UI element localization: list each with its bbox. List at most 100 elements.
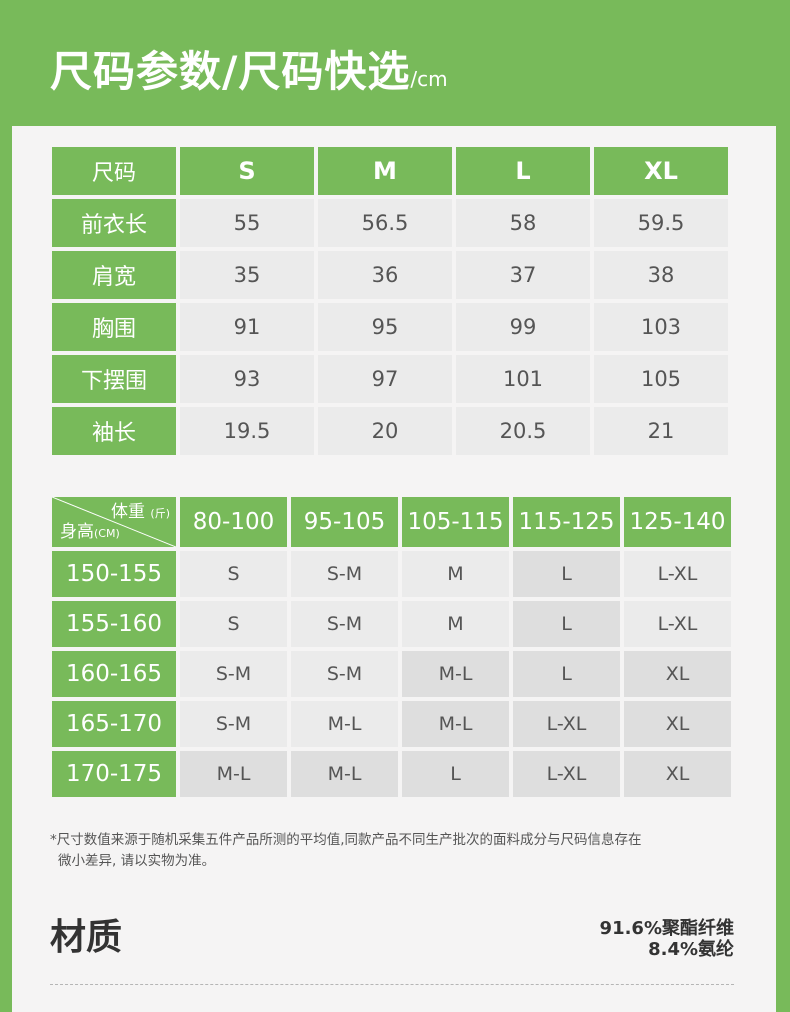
table-cell: XL — [624, 751, 731, 797]
dashed-divider — [50, 984, 734, 985]
size-corner-cell: 尺码 — [52, 147, 176, 195]
note-line-2: 微小差异, 请以实物为准。 — [58, 853, 216, 869]
table-cell: S — [180, 601, 287, 647]
table-cell: L-XL — [624, 551, 731, 597]
weight-header-row: 体重 (斤) 身高(CM) 80-100 95-105 105-115 115-… — [52, 497, 731, 547]
weight-range-header: 115-125 — [513, 497, 620, 547]
size-header-s: S — [180, 147, 314, 195]
size-header-xl: XL — [594, 147, 728, 195]
table-cell: S — [180, 551, 287, 597]
table-cell: 58 — [456, 199, 590, 247]
size-quick-select-table: 体重 (斤) 身高(CM) 80-100 95-105 105-115 115-… — [48, 493, 735, 801]
left-border — [0, 126, 12, 1012]
diagonal-header-cell: 体重 (斤) 身高(CM) — [52, 497, 176, 547]
diagonal-line — [52, 497, 176, 547]
height-unit: (CM) — [94, 527, 120, 540]
table-cell: 19.5 — [180, 407, 314, 455]
table-cell: 93 — [180, 355, 314, 403]
table-cell: M-L — [402, 651, 509, 697]
table-cell: L-XL — [513, 701, 620, 747]
size-row-hem: 下摆围 93 97 101 105 — [52, 355, 728, 403]
table-cell: 20.5 — [456, 407, 590, 455]
note-line-1: *尺寸数值来源于随机采集五件产品所测的平均值,同款产品不同生产批次的面料成分与尺… — [50, 832, 642, 848]
size-parameter-table: 尺码 S M L XL 前衣长 55 56.5 58 59.5 肩宽 35 36… — [48, 143, 732, 459]
table-cell: S-M — [180, 651, 287, 697]
height-row-170-175: 170-175 M-L M-L L L-XL XL — [52, 751, 731, 797]
table-cell: L — [513, 551, 620, 597]
weight-range-header: 95-105 — [291, 497, 398, 547]
table-cell: L-XL — [513, 751, 620, 797]
table-cell: M-L — [180, 751, 287, 797]
material-composition-spandex: 8.4%氨纶 — [648, 939, 734, 960]
weight-range-header: 105-115 — [402, 497, 509, 547]
size-row-chest: 胸围 91 95 99 103 — [52, 303, 728, 351]
size-row-shoulder: 肩宽 35 36 37 38 — [52, 251, 728, 299]
row-label: 袖长 — [52, 407, 176, 455]
table-cell: 55 — [180, 199, 314, 247]
row-label: 前衣长 — [52, 199, 176, 247]
weight-range-header: 80-100 — [180, 497, 287, 547]
material-composition-polyester: 91.6%聚酯纤维 — [599, 918, 734, 939]
row-label: 胸围 — [52, 303, 176, 351]
height-range-label: 165-170 — [52, 701, 176, 747]
table-cell: S-M — [291, 551, 398, 597]
table-cell: S-M — [291, 601, 398, 647]
material-title: 材质 — [50, 917, 123, 958]
table-cell: L — [402, 751, 509, 797]
row-label: 下摆围 — [52, 355, 176, 403]
size-header-row: 尺码 S M L XL — [52, 147, 728, 195]
height-label: 身高 — [60, 522, 94, 542]
right-border — [776, 126, 790, 1012]
height-range-label: 160-165 — [52, 651, 176, 697]
table-cell: S-M — [180, 701, 287, 747]
size-row-front-length: 前衣长 55 56.5 58 59.5 — [52, 199, 728, 247]
height-row-150-155: 150-155 S S-M M L L-XL — [52, 551, 731, 597]
table-cell: 91 — [180, 303, 314, 351]
table-cell: S-M — [291, 651, 398, 697]
height-row-155-160: 155-160 S S-M M L L-XL — [52, 601, 731, 647]
table-cell: XL — [624, 701, 731, 747]
height-row-165-170: 165-170 S-M M-L M-L L-XL XL — [52, 701, 731, 747]
table-cell: L-XL — [624, 601, 731, 647]
table-cell: 95 — [318, 303, 452, 351]
table-cell: 36 — [318, 251, 452, 299]
weight-axis-label: 体重 (斤) — [111, 503, 170, 523]
row-label: 肩宽 — [52, 251, 176, 299]
unit-label: /cm — [410, 67, 448, 91]
table-cell: L — [513, 651, 620, 697]
table-cell: 105 — [594, 355, 728, 403]
height-range-label: 170-175 — [52, 751, 176, 797]
table-cell: XL — [624, 651, 731, 697]
weight-range-header: 125-140 — [624, 497, 731, 547]
height-row-160-165: 160-165 S-M S-M M-L L XL — [52, 651, 731, 697]
weight-label: 体重 — [111, 502, 145, 522]
table-cell: L — [513, 601, 620, 647]
table-cell: M-L — [402, 701, 509, 747]
table-cell: 101 — [456, 355, 590, 403]
height-range-label: 150-155 — [52, 551, 176, 597]
weight-unit: (斤) — [150, 507, 170, 520]
table-cell: M-L — [291, 701, 398, 747]
table-cell: 37 — [456, 251, 590, 299]
table-cell: 97 — [318, 355, 452, 403]
table-cell: 38 — [594, 251, 728, 299]
size-header-m: M — [318, 147, 452, 195]
table-cell: M-L — [291, 751, 398, 797]
page-title: 尺码参数/尺码快选/cm — [50, 44, 448, 107]
table-cell: M — [402, 601, 509, 647]
page-title-text: 尺码参数/尺码快选 — [50, 47, 411, 96]
table-cell: 103 — [594, 303, 728, 351]
table-cell: 99 — [456, 303, 590, 351]
header-band — [0, 0, 790, 126]
table-cell: 20 — [318, 407, 452, 455]
size-disclaimer-note: *尺寸数值来源于随机采集五件产品所测的平均值,同款产品不同生产批次的面料成分与尺… — [50, 830, 750, 872]
height-range-label: 155-160 — [52, 601, 176, 647]
height-axis-label: 身高(CM) — [60, 523, 120, 543]
table-cell: 35 — [180, 251, 314, 299]
table-cell: 56.5 — [318, 199, 452, 247]
table-cell: M — [402, 551, 509, 597]
table-cell: 59.5 — [594, 199, 728, 247]
size-header-l: L — [456, 147, 590, 195]
size-row-sleeve: 袖长 19.5 20 20.5 21 — [52, 407, 728, 455]
table-cell: 21 — [594, 407, 728, 455]
